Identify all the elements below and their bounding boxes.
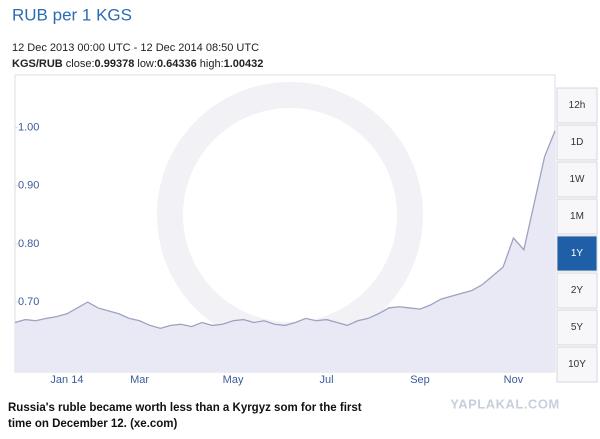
stat-label: low:	[137, 58, 157, 70]
range-button[interactable]	[556, 346, 598, 383]
y-tick-label: 0.70	[18, 296, 39, 308]
range-button-label[interactable]: 1M	[570, 211, 584, 222]
y-tick-label: 0.80	[18, 238, 39, 250]
range-button-label[interactable]: 2Y	[571, 285, 584, 296]
area	[15, 130, 555, 372]
range-button-label[interactable]: 12h	[569, 100, 586, 111]
caption: time on December 12. (xe.com)	[8, 418, 178, 430]
range-button[interactable]	[556, 124, 598, 161]
chart-title: RUB per 1 KGS	[12, 5, 132, 24]
range-button-label[interactable]: 5Y	[571, 322, 584, 333]
pair: KGS/RUB	[12, 58, 63, 70]
x-tick-label: Mar	[130, 374, 149, 386]
x-tick-label: Jul	[320, 374, 334, 386]
stat-value: 0.64336	[157, 58, 197, 70]
watermark: YAPLAKAL.COM	[450, 396, 560, 411]
range-button[interactable]	[556, 161, 598, 198]
range-button[interactable]	[556, 309, 598, 346]
range-button-label[interactable]: 10Y	[568, 359, 586, 370]
caption: Russia's ruble became worth less than a …	[8, 402, 362, 414]
x-tick-label: Sep	[410, 374, 430, 386]
stat-value: 1.00432	[224, 58, 264, 70]
x-tick-label: May	[223, 374, 244, 386]
range-button-label[interactable]: 1D	[571, 137, 584, 148]
stat-label: high:	[200, 58, 224, 70]
range-button[interactable]	[556, 87, 598, 124]
range-button[interactable]	[556, 272, 598, 309]
stat-label: close:	[66, 58, 95, 70]
x-tick-label: Nov	[504, 374, 524, 386]
line	[14, 130, 556, 329]
stat-value: 0.99378	[95, 58, 135, 70]
range-button-label[interactable]: 1Y	[571, 248, 584, 259]
range-button[interactable]	[556, 198, 598, 235]
y-tick-label: 1.00	[18, 121, 39, 133]
x-tick-label: Jan 14	[50, 374, 83, 386]
stats-line: KGS/RUB close:0.99378 low:0.64336 high:1…	[12, 58, 263, 70]
date-range: 12 Dec 2013 00:00 UTC - 12 Dec 2014 08:5…	[12, 42, 259, 54]
range-button-label[interactable]: 1W	[570, 174, 586, 185]
y-tick-label: 0.90	[18, 180, 39, 192]
range-button[interactable]	[556, 235, 598, 272]
